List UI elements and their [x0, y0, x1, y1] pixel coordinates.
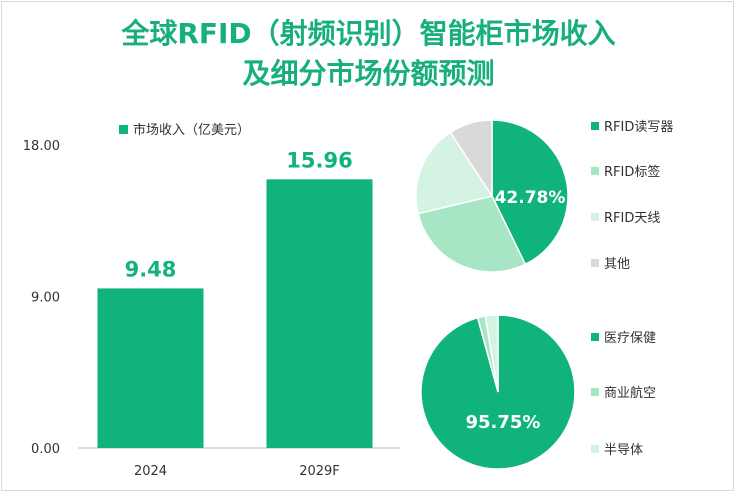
- legend-label-RFID读写器: RFID读写器: [604, 120, 673, 135]
- title-line-1: 全球RFID（射频识别）智能柜市场收入: [121, 17, 616, 50]
- legend-label-半导体: 半导体: [604, 443, 643, 458]
- data-label-2024: 9.48: [125, 257, 177, 281]
- legend-label-商业航空: 商业航空: [604, 385, 656, 401]
- legend-swatch-RFID读写器: [591, 122, 599, 130]
- title-line-2: 及细分市场份额预测: [242, 57, 495, 90]
- legend-swatch-RFID天线: [591, 213, 599, 221]
- legend-label-RFID标签: RFID标签: [604, 164, 660, 180]
- legend-label-医疗保健: 医疗保健: [604, 331, 656, 346]
- pie2-data-label: 95.75%: [466, 412, 541, 433]
- legend-swatch-RFID标签: [591, 167, 599, 175]
- legend-swatch-revenue: [119, 125, 128, 134]
- x-tick-label: 2029F: [299, 464, 340, 479]
- pie1-data-label: 42.78%: [495, 188, 566, 208]
- legend-swatch-商业航空: [591, 388, 599, 396]
- bar-2024: [97, 288, 204, 448]
- legend-label-RFID天线: RFID天线: [604, 211, 660, 226]
- pie1-slice-RFID标签: [417, 195, 527, 273]
- y-tick-label: 18.00: [23, 139, 60, 154]
- legend-swatch-半导体: [591, 445, 599, 453]
- legend-swatch-其他: [591, 259, 599, 267]
- legend-swatch-医疗保健: [591, 333, 599, 341]
- legend-label-其他: 其他: [604, 257, 630, 272]
- bar-2029F: [266, 179, 373, 448]
- pie2-slice-半导体: [484, 314, 499, 393]
- legend-label-revenue: 市场收入（亿美元）: [133, 122, 250, 138]
- data-label-2029F: 15.96: [286, 148, 352, 172]
- y-tick-label: 9.00: [31, 291, 60, 306]
- pie1-slice-RFID读写器: [491, 119, 569, 266]
- x-tick-label: 2024: [134, 464, 167, 479]
- pie1-slice-RFID天线: [415, 131, 494, 215]
- chart-title: 全球RFID（射频识别）智能柜市场收入 及细分市场份额预测: [0, 14, 737, 94]
- y-tick-label: 0.00: [31, 442, 60, 457]
- pie1-slice-其他: [449, 119, 493, 199]
